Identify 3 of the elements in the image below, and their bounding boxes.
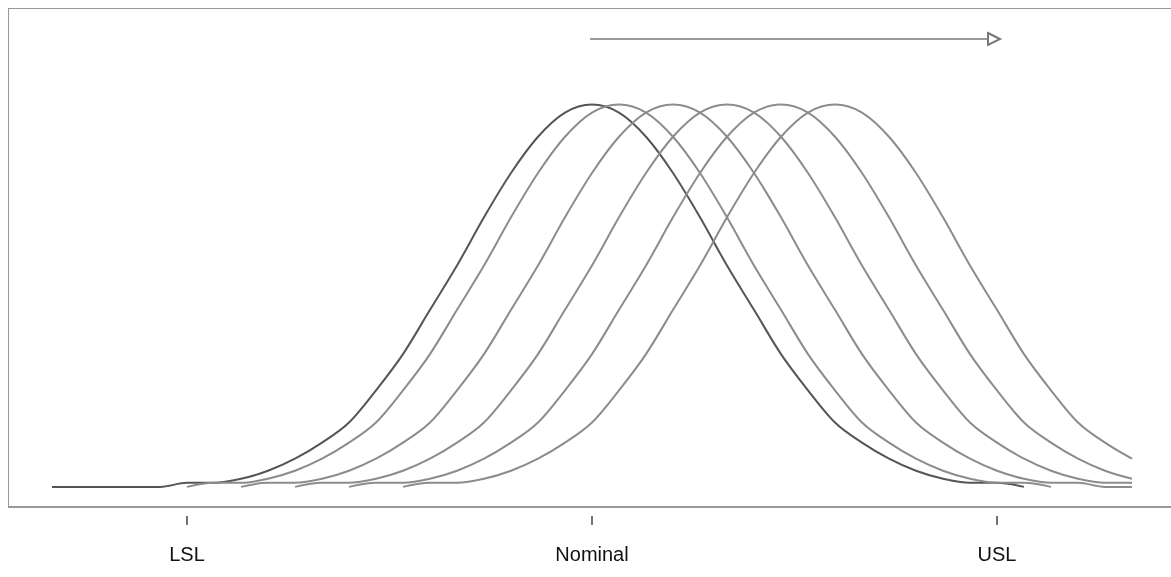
x-tick-label: USL: [977, 543, 1017, 565]
x-tick-label: LSL: [169, 543, 205, 565]
x-tick-label: Nominal: [555, 543, 629, 565]
